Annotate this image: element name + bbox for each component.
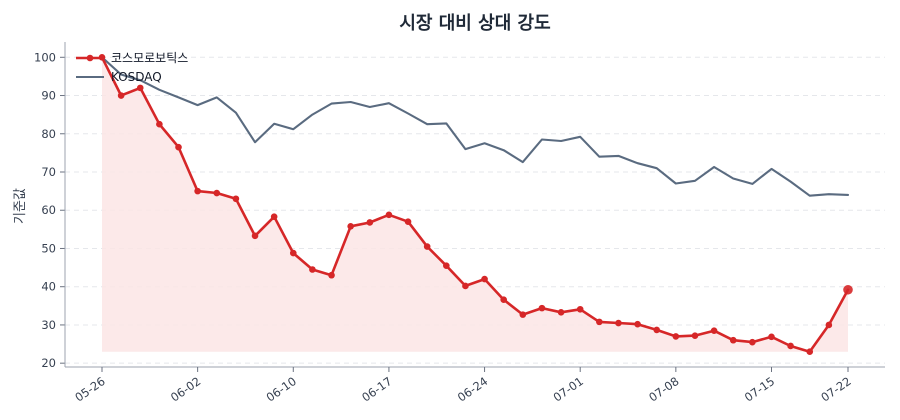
series-point <box>136 84 144 92</box>
series-point <box>500 296 507 304</box>
series-point <box>538 304 546 312</box>
series-point <box>843 284 853 295</box>
series-point <box>309 266 316 273</box>
series-point <box>806 348 814 356</box>
series-point <box>232 195 240 203</box>
series-point <box>787 342 794 350</box>
series-point <box>615 319 622 327</box>
series-point <box>596 318 603 326</box>
series-lines-layer <box>100 56 850 353</box>
y-tick-label: 90 <box>41 89 56 103</box>
series-point <box>366 219 374 226</box>
x-tick-label: 06-24 <box>455 374 490 405</box>
series-point <box>710 327 718 334</box>
y-tick-label: 80 <box>41 127 56 141</box>
series-line-1 <box>100 56 850 197</box>
series-point <box>347 222 354 230</box>
series-point <box>443 262 450 269</box>
area-fill-layer <box>102 57 848 352</box>
series-point <box>328 271 335 279</box>
series-point <box>653 326 661 334</box>
x-tick-label: 07-01 <box>551 374 586 405</box>
x-tick-label: 07-15 <box>742 374 777 405</box>
series-point <box>481 275 488 283</box>
series-point <box>729 336 737 344</box>
x-tick-label: 07-22 <box>818 374 853 405</box>
series-point <box>462 282 469 290</box>
y-tick-label: 30 <box>41 318 56 332</box>
series-point <box>768 333 775 341</box>
series-point <box>175 143 182 151</box>
series-line-0 <box>100 56 850 353</box>
series-area-fill-0 <box>102 57 848 352</box>
series-point <box>213 189 221 197</box>
series-point <box>634 320 641 328</box>
series-point <box>825 321 833 329</box>
legend: 코스모로보틱스 KOSDAQ <box>76 51 188 84</box>
x-tick-label: 06-10 <box>264 374 299 405</box>
series-point <box>251 232 259 240</box>
y-tick-label: 50 <box>41 241 56 255</box>
y-tick-label: 60 <box>41 203 56 217</box>
y-axis-label: 기준값 <box>13 188 28 224</box>
series-point <box>194 187 201 195</box>
chart-title: 시장 대비 상대 강도 <box>399 13 550 34</box>
series-point <box>270 213 278 221</box>
y-tick-label: 20 <box>41 356 56 370</box>
legend-swatch-marker <box>86 54 94 62</box>
series-point <box>404 218 412 226</box>
series-point <box>385 211 393 219</box>
y-tick-label: 40 <box>41 280 56 294</box>
series-point <box>117 92 125 99</box>
x-tick-label: 07-08 <box>646 374 681 405</box>
series-point <box>557 309 565 316</box>
legend-entry-label: KOSDAQ <box>111 70 162 84</box>
series-point <box>156 120 163 128</box>
series-point <box>519 311 527 318</box>
series-points-layer <box>98 53 853 356</box>
series-point <box>691 332 699 339</box>
y-tick-label: 100 <box>34 50 56 64</box>
x-tick-label: 06-17 <box>359 374 394 405</box>
series-point <box>672 333 680 340</box>
y-tick-label: 70 <box>41 165 56 179</box>
x-tick-label: 06-02 <box>168 374 203 405</box>
x-tick-label: 05-26 <box>72 374 107 405</box>
legend-entry-label: 코스모로보틱스 <box>111 51 188 65</box>
series-point <box>749 338 756 346</box>
series-point <box>289 249 297 257</box>
series-point <box>423 243 431 250</box>
series-point <box>576 305 584 313</box>
